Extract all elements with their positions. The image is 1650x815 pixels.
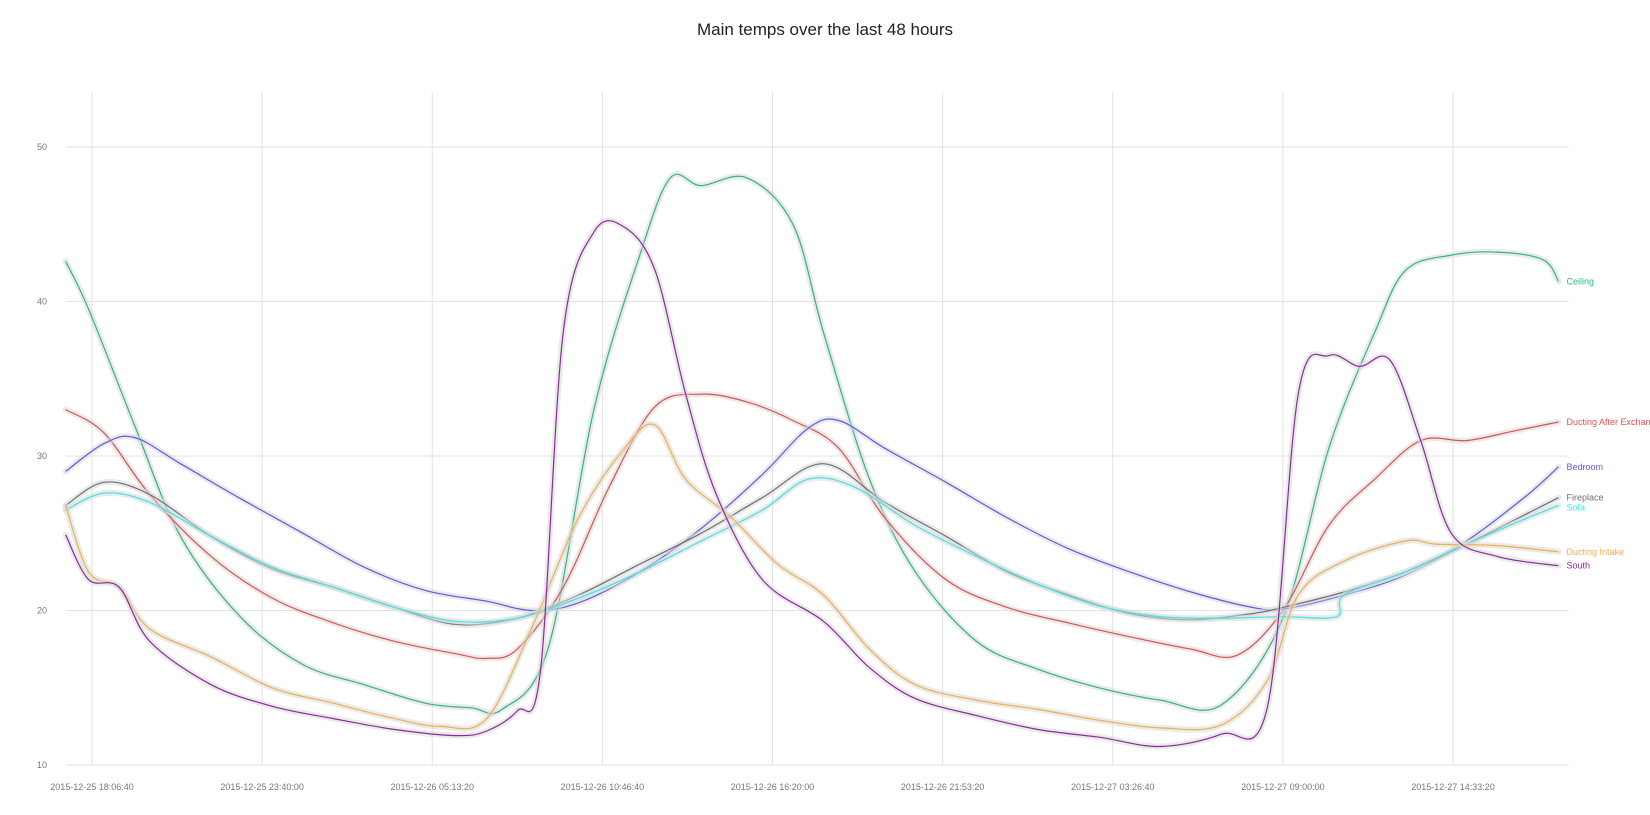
y-tick-label: 30	[37, 451, 47, 461]
x-tick-label: 2015-12-25 23:40:00	[220, 782, 304, 792]
x-tick-label: 2015-12-27 09:00:00	[1241, 782, 1325, 792]
series-lines	[62, 171, 1562, 750]
series-label-ceiling: Ceiling	[1566, 276, 1594, 286]
series-label-ducting-intake: Ducting Intake	[1566, 547, 1624, 557]
x-tick-label: 2015-12-27 03:26:40	[1071, 782, 1155, 792]
x-axis-ticks: 2015-12-25 18:06:40 2015-12-25 23:40:00 20…	[50, 782, 1495, 792]
y-tick-label: 20	[37, 606, 47, 616]
y-tick-label: 50	[37, 142, 47, 152]
series-line-sofa	[65, 477, 1559, 623]
series-label-fireplace: Fireplace	[1566, 493, 1603, 503]
grid	[65, 92, 1569, 766]
x-tick-label: 2015-12-25 18:06:40	[50, 782, 134, 792]
series-band-ceiling	[62, 171, 1562, 717]
series-line-ducting-intake	[65, 423, 1559, 731]
series-band-fireplace	[62, 460, 1562, 628]
chart-title: Main temps over the last 48 hours	[696, 20, 954, 39]
series-line-south	[65, 220, 1559, 748]
y-tick-label: 10	[37, 760, 47, 770]
series-labels: Ceiling Ducting After Exchange Bedroom Fire…	[1566, 276, 1650, 570]
x-tick-label: 2015-12-26 16:20:00	[731, 782, 815, 792]
series-label-ducting-after-exchange: Ducting After Exchange	[1566, 417, 1650, 427]
series-label-south: South	[1566, 561, 1590, 571]
x-tick-label: 2015-12-27 14:33:20	[1411, 782, 1495, 792]
series-line-ceiling	[65, 173, 1560, 715]
x-tick-label: 2015-12-26 10:46:40	[561, 782, 645, 792]
x-tick-label: 2015-12-26 21:53:20	[901, 782, 985, 792]
y-tick-label: 40	[37, 297, 47, 307]
series-label-bedroom: Bedroom	[1566, 462, 1603, 472]
y-axis-ticks: 10 20 30 40 50	[37, 142, 47, 770]
series-line-ducting-after-exchange	[65, 393, 1559, 660]
series-line-fireplace	[65, 463, 1559, 626]
x-tick-label: 2015-12-26 05:13:20	[390, 782, 474, 792]
series-label-sofa: Sofa	[1566, 503, 1585, 513]
